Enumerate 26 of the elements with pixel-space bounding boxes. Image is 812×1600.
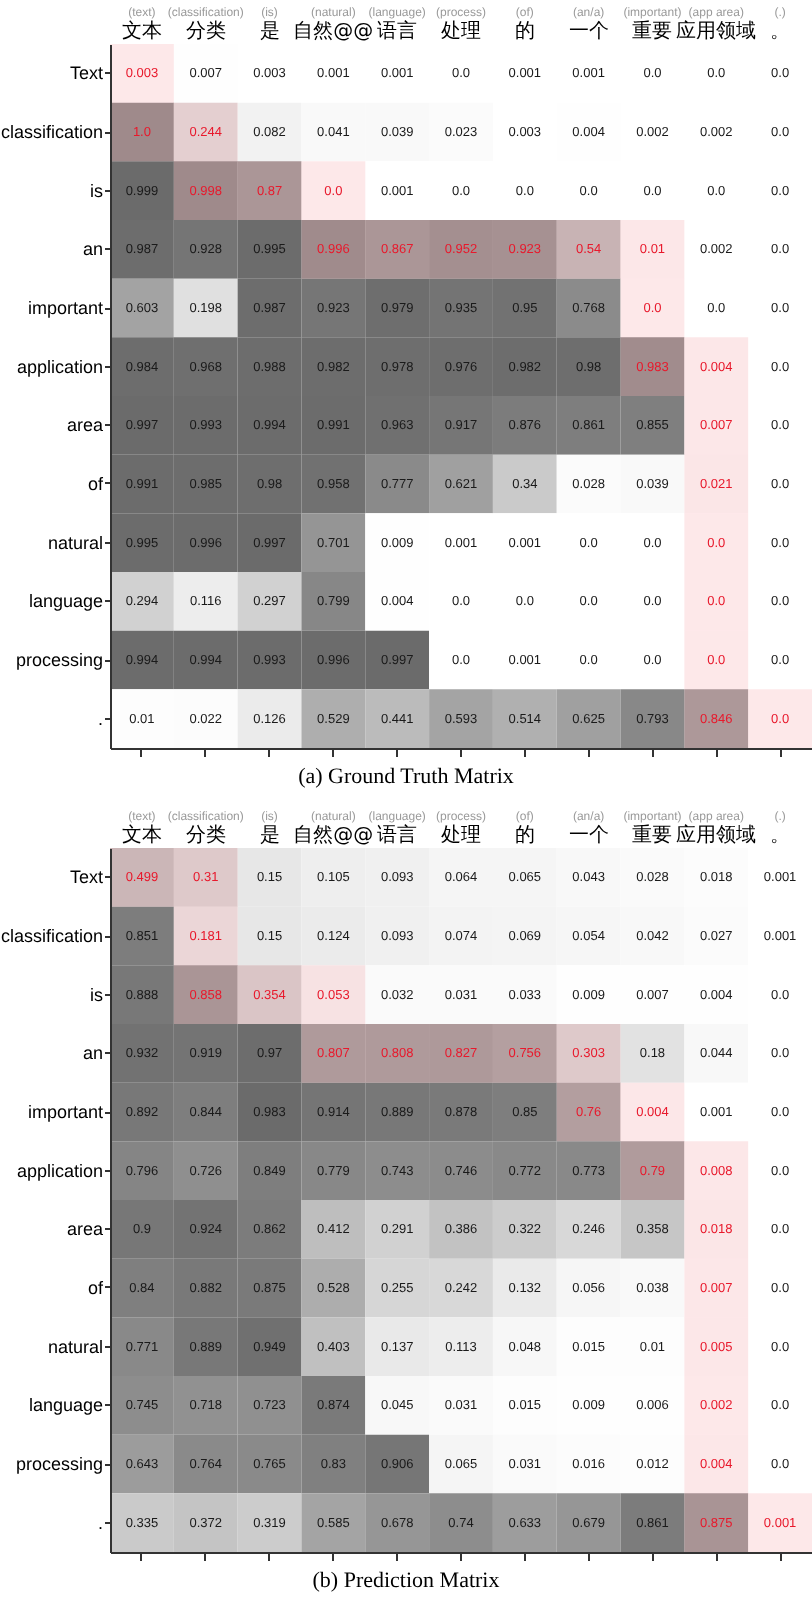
y-tick-label: classification — [0, 926, 103, 946]
y-tick-label: language — [28, 591, 103, 612]
y-tick-label: important — [27, 298, 104, 318]
y-tick-label: application — [16, 1160, 103, 1181]
y-tick-label: an — [82, 1043, 103, 1064]
y-tick-label: classification — [0, 122, 103, 142]
y-tick-label: Text — [69, 63, 104, 84]
y-tick-label: area — [66, 1219, 103, 1240]
y-tick-label: processing — [15, 1454, 103, 1474]
y-tick-label: of — [87, 474, 104, 494]
y-tick-label: of — [87, 1278, 104, 1298]
text: (b) Prediction Matrix — [312, 1569, 501, 1593]
y-tick-label: . — [97, 1512, 103, 1533]
y-tick-label: processing — [15, 650, 103, 670]
y-tick-label: . — [97, 708, 103, 729]
y-tick-label: language — [28, 1395, 103, 1416]
y-tick-label: Text — [69, 867, 104, 888]
y-tick-label: is — [90, 180, 104, 201]
y-tick-label: is — [90, 984, 104, 1005]
y-tick-label: natural — [47, 532, 103, 553]
y-tick-label: an — [82, 239, 103, 260]
y-tick-label: natural — [47, 1336, 103, 1357]
text: (a) Ground Truth Matrix — [298, 765, 515, 789]
y-tick-label: area — [66, 415, 103, 436]
y-tick-label: important — [27, 1102, 104, 1122]
y-tick-label: application — [16, 356, 103, 377]
